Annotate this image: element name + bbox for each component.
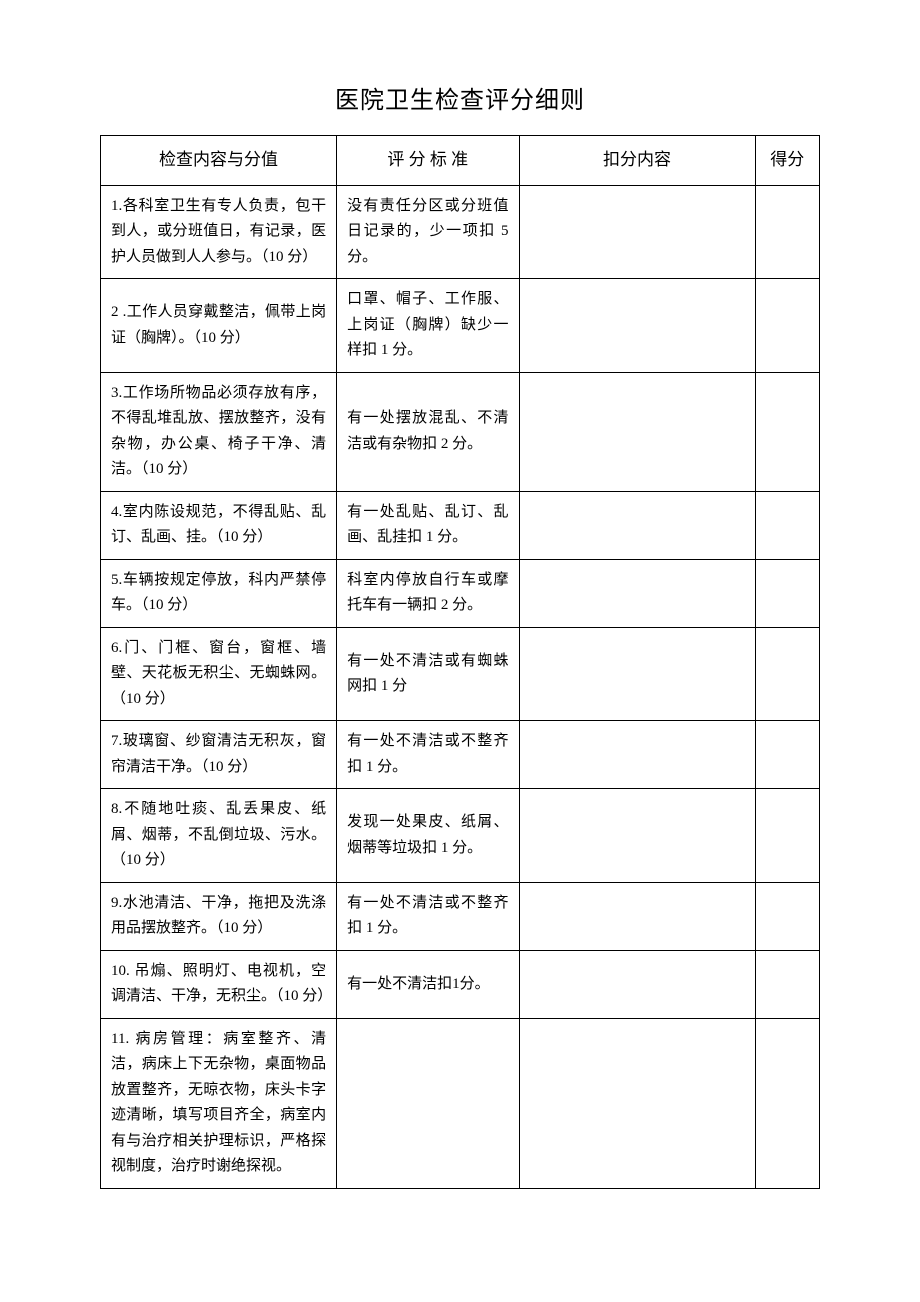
table-row: 8.不随地吐痰、乱丢果皮、纸屑、烟蒂，不乱倒垃圾、污水。（10 分） 发现一处果… [101,789,820,883]
cell-content: 11. 病房管理：病室整齐、清洁，病床上下无杂物，桌面物品放置整齐，无晾衣物，床… [101,1018,337,1188]
cell-deduction [519,950,755,1018]
cell-score [755,789,819,883]
cell-criteria: 有一处不清洁或有蜘蛛网扣 1 分 [337,627,519,721]
cell-deduction [519,1018,755,1188]
cell-content: 3.工作场所物品必须存放有序，不得乱堆乱放、摆放整齐，没有 杂物，办公桌、椅子干… [101,372,337,491]
cell-content: 9.水池清洁、干净，拖把及洗涤用品摆放整齐。（10 分） [101,882,337,950]
cell-content: 8.不随地吐痰、乱丢果皮、纸屑、烟蒂，不乱倒垃圾、污水。（10 分） [101,789,337,883]
cell-criteria: 有一处乱贴、乱订、乱画、乱挂扣 1 分。 [337,491,519,559]
table-row: 1.各科室卫生有专人负责，包干到人，或分班值日，有记录，医护人员做到人人参与。（… [101,185,820,279]
cell-content: 2 .工作人员穿戴整洁，佩带上岗证（胸牌）。（10 分） [101,279,337,373]
cell-criteria: 有一处不清洁或不整齐扣 1 分。 [337,721,519,789]
cell-score [755,882,819,950]
page-title: 医院卫生检查评分细则 [100,80,820,115]
cell-content: 7.玻璃窗、纱窗清洁无积灰，窗帘清洁干净。（10 分） [101,721,337,789]
cell-score [755,185,819,279]
cell-criteria: 科室内停放自行车或摩托车有一辆扣 2 分。 [337,559,519,627]
cell-criteria: 发现一处果皮、纸屑、烟蒂等垃圾扣 1 分。 [337,789,519,883]
cell-content: 5.车辆按规定停放，科内严禁停车。（10 分） [101,559,337,627]
table-row: 10. 吊煽、照明灯、电视机，空调清洁、干净，无积尘。（10 分） 有一处不清洁… [101,950,820,1018]
table-row: 4.室内陈设规范，不得乱贴、乱订、乱画、挂。（10 分） 有一处乱贴、乱订、乱画… [101,491,820,559]
cell-score [755,721,819,789]
header-criteria: 评 分 标 准 [337,136,519,186]
cell-criteria: 有一处不清洁或不整齐扣 1 分。 [337,882,519,950]
table-row: 5.车辆按规定停放，科内严禁停车。（10 分） 科室内停放自行车或摩托车有一辆扣… [101,559,820,627]
cell-criteria: 没有责任分区或分班值日记录的，少一项扣 5 分。 [337,185,519,279]
cell-deduction [519,372,755,491]
cell-deduction [519,721,755,789]
cell-score [755,950,819,1018]
cell-score [755,279,819,373]
cell-deduction [519,882,755,950]
cell-deduction [519,491,755,559]
cell-score [755,627,819,721]
header-deduction: 扣分内容 [519,136,755,186]
table-row: 6.门、门框、窗台，窗框、墙壁、天花板无积尘、无蜘蛛网。（10 分） 有一处不清… [101,627,820,721]
header-score: 得分 [755,136,819,186]
header-content: 检查内容与分值 [101,136,337,186]
cell-content: 4.室内陈设规范，不得乱贴、乱订、乱画、挂。（10 分） [101,491,337,559]
cell-deduction [519,185,755,279]
table-row: 7.玻璃窗、纱窗清洁无积灰，窗帘清洁干净。（10 分） 有一处不清洁或不整齐扣 … [101,721,820,789]
cell-criteria: 口罩、帽子、工作服、上岗证（胸牌）缺少一样扣 1 分。 [337,279,519,373]
scoring-table: 检查内容与分值 评 分 标 准 扣分内容 得分 1.各科室卫生有专人负责，包干到… [100,135,820,1189]
cell-score [755,491,819,559]
cell-content: 10. 吊煽、照明灯、电视机，空调清洁、干净，无积尘。（10 分） [101,950,337,1018]
cell-score [755,559,819,627]
table-row: 2 .工作人员穿戴整洁，佩带上岗证（胸牌）。（10 分） 口罩、帽子、工作服、上… [101,279,820,373]
cell-deduction [519,627,755,721]
cell-content: 6.门、门框、窗台，窗框、墙壁、天花板无积尘、无蜘蛛网。（10 分） [101,627,337,721]
cell-score [755,1018,819,1188]
table-row: 11. 病房管理：病室整齐、清洁，病床上下无杂物，桌面物品放置整齐，无晾衣物，床… [101,1018,820,1188]
cell-deduction [519,559,755,627]
cell-criteria: 有一处不清洁扣1分。 [337,950,519,1018]
cell-content: 1.各科室卫生有专人负责，包干到人，或分班值日，有记录，医护人员做到人人参与。（… [101,185,337,279]
cell-criteria: 有一处摆放混乱、不清洁或有杂物扣 2 分。 [337,372,519,491]
table-row: 9.水池清洁、干净，拖把及洗涤用品摆放整齐。（10 分） 有一处不清洁或不整齐扣… [101,882,820,950]
cell-deduction [519,789,755,883]
table-body: 1.各科室卫生有专人负责，包干到人，或分班值日，有记录，医护人员做到人人参与。（… [101,185,820,1188]
cell-criteria [337,1018,519,1188]
cell-score [755,372,819,491]
table-row: 3.工作场所物品必须存放有序，不得乱堆乱放、摆放整齐，没有 杂物，办公桌、椅子干… [101,372,820,491]
cell-deduction [519,279,755,373]
table-header-row: 检查内容与分值 评 分 标 准 扣分内容 得分 [101,136,820,186]
